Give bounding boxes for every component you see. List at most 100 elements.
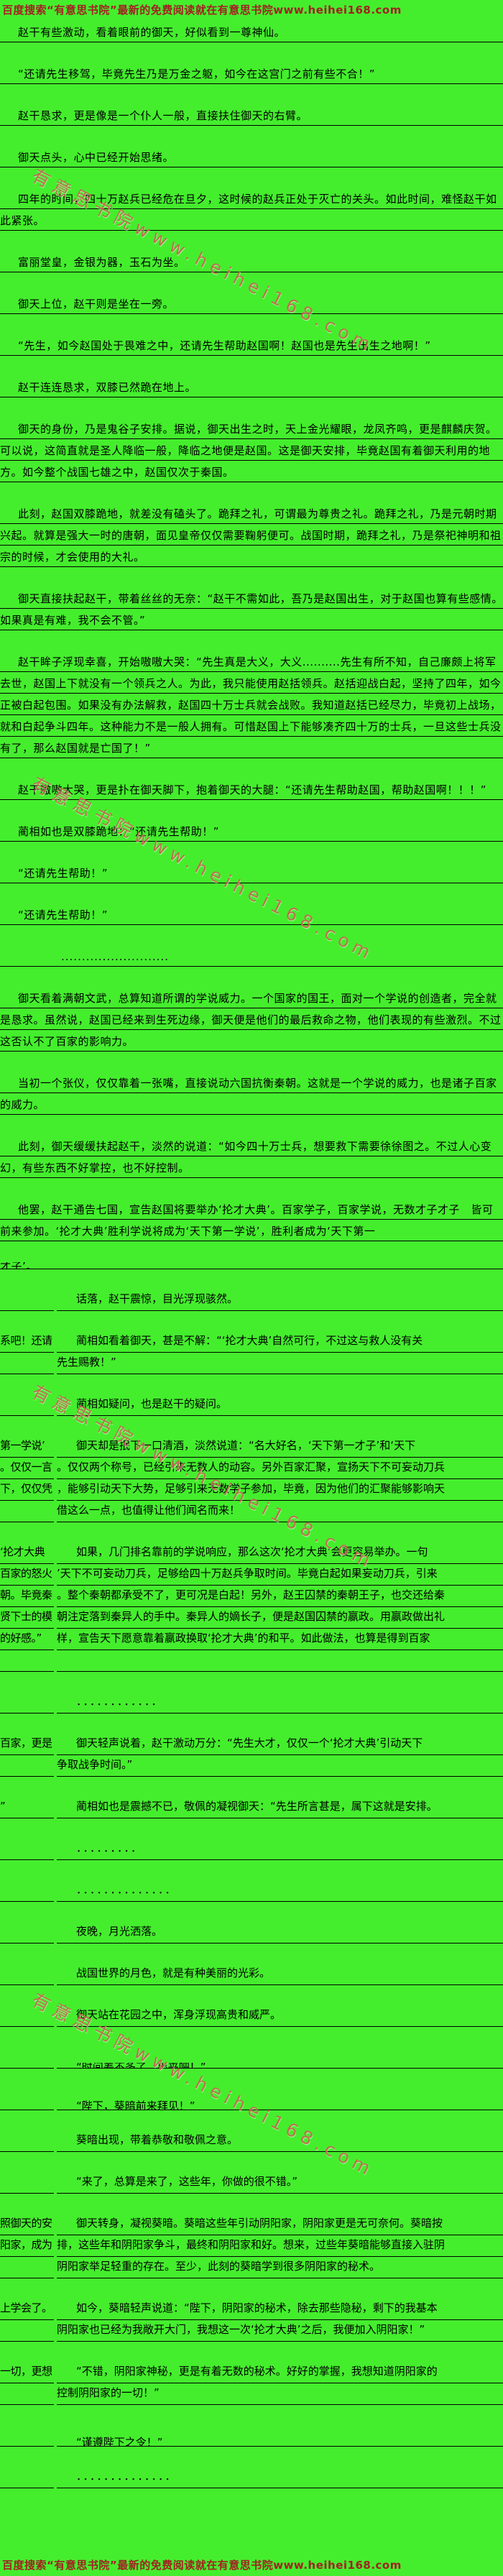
wrap-fragment-cell: 百家的怒火 [0,1563,54,1586]
text-row: 系吧！还请 蔺相如看着御天，甚是不解：“‘抡才大典’自然可行，不过这与救人没有关 [0,1331,503,1353]
main-text-cell: “陛下，葵暗前来拜见！” [57,2100,503,2110]
novel-paragraph: 御天点头，心中已经开始思绪。 [0,147,503,168]
main-text-cell: 样，宣告天下愿意靠着嬴政换取‘抡才大典’的和平。如此做法，也算是得到百家 [57,1628,503,1650]
main-text-cell: ．．．．．．．．．．．． [57,1691,503,1714]
main-text-cell: “不错，阴阳家神秘，更是有着无数的秘术。好好的掌握，我想知道阴阳家的 [57,2361,503,2383]
wrap-fragment-cell: 百家，更是 [0,1733,54,1755]
wrap-fragment-cell [0,1880,54,1902]
wrap-fragment-cell [0,1650,54,1672]
wrap-fragment-cell: 的好感。” [0,1628,54,1650]
wrap-fragment-cell [0,1691,54,1714]
main-text-cell: “时间差不多了，出来吧！” [57,2063,503,2069]
novel-paragraph: 他罢，赵干通告七国，宣告赵国将要举办‘抡才大典’。百家学子，百家学说，无数才子才… [0,1199,503,1242]
main-text-cell: 夜晚，月光洒落。 [57,1921,503,1944]
novel-paragraph: “先生，如今赵国处于畏难之中，还请先生帮助赵国啊！赵国也是先生出生之地啊！” [0,335,503,356]
main-text-cell: 阴阳家也已经为我敞开大门，我想这一次‘抡才大典’之后，我便加入阴阳家！” [57,2319,503,2342]
wrap-fragment-cell: 。仅仅一言 [0,1457,54,1479]
main-text-cell: 阴阳家举足轻重的存在。至少，此刻的葵暗学到很多阴阳家的秘术。 [57,2256,503,2278]
wrap-fragment-cell [0,1500,54,1522]
text-row: 蔺相如疑问，也是赵干的疑问。 [0,1394,503,1416]
wrap-fragment-cell [0,2466,54,2488]
text-row: 下，仅仅凭 ，能够引动天下大势，足够引来无数学子参加，毕竟，因为他们的汇聚能够影… [0,1479,503,1501]
text-row: 借这么一点，也值得让他们闻名而来！ [0,1501,503,1522]
main-text-cell: “来了，总算是来了，这些年，你做的很不错。” [57,2171,503,2194]
text-row: 百家，更是 御天轻声说着，赵干激动万分：“先生大才，仅仅一个‘抡才大典’引动天下 [0,1734,503,1755]
novel-paragraph: 御天上位，赵干则是坐在一旁。 [0,293,503,315]
main-text-cell: 御天轻声说着，赵干激动万分：“先生大才，仅仅一个‘抡才大典’引动天下 [57,1733,503,1755]
wrap-fragment-cell [0,1394,54,1416]
wrap-fragment-cell [0,2100,54,2110]
novel-paragraph: “还请先生帮助！” [0,904,503,926]
text-row: 葵暗出现，带着恭敬和敬佩之意。 [0,2130,503,2152]
novel-paragraph: 御天的身份，乃是鬼谷子安排。据说，御天出生之时，天上金光耀眼，龙凤齐鸣，更是麒麟… [0,418,503,483]
novel-paragraph: 四年的时间，四十万赵兵已经危在旦夕，这时候的赵兵正处于灭亡的关头。如此时间，难怪… [0,188,503,231]
main-text-cell: 争取战争时间。” [57,1754,503,1777]
split-column-section: 话落，赵干震惊，目光浮现骇然。 系吧！还请 蔺相如看着御天，甚是不解：“‘抡才大… [0,1289,503,2488]
main-text-cell: ．．．．．．．．．．．．．． [57,1880,503,1902]
main-text-cell: 蔺相如也是震撼不已，敬佩的凝视御天：“先生所言甚是，属下这就是安排。 [57,1796,503,1818]
wrap-fragment-cell [0,1838,54,1860]
text-row: 阴阳家也已经为我敞开大门，我想这一次‘抡才大典’之后，我便加入阴阳家！” [0,2320,503,2342]
wrap-fragment-cell: 照御天的安 [0,2213,54,2235]
novel-paragraph: 此刻，御天缓缓扶起赵干，淡然的说道：“如今四十万士兵，想要救下需要徐徐图之。不过… [0,1136,503,1179]
main-text-cell: 葵暗出现，带着恭敬和敬佩之意。 [57,2130,503,2152]
wrap-fragment-cell [0,2063,54,2069]
text-row: 阴阳家举足轻重的存在。至少，此刻的葵暗学到很多阴阳家的秘术。 [0,2257,503,2278]
footer-promo-text: 百度搜索“有意思书院”最新的免费阅读就在有意思书院www.heihei168.c… [2,2559,402,2572]
wrap-fragment-cell [0,2383,54,2405]
main-text-cell: 战国世界的月色，就是有种美丽的光彩。 [57,1963,503,1985]
novel-paragraph: 御天看着满朝文武，总算知道所谓的学说威力。一个国家的国王，面对一个学说的创造者，… [0,988,503,1052]
novel-paragraph: 赵干有些激动，看着眼前的御天，好似看到一尊神仙。 [0,22,503,43]
wrap-fragment-cell: 朝。毕竟秦 [0,1585,54,1607]
main-text-cell: 借这么一点，也值得让他们闻名而来！ [57,1500,503,1522]
main-text-cell: ，能够引动天下大势，足够引来无数学子参加，毕竟，因为他们的汇聚能够影响天 [57,1478,503,1501]
wrap-fragment-cell [0,2437,54,2447]
wrap-fragment-cell [0,2171,54,2194]
wrap-fragment-cell [0,2256,54,2278]
novel-paragraph: 赵干连连恳求，双膝已然跪在地上。 [0,377,503,398]
text-row: 第一学说’ 御天却是抿下一口清酒，淡然说道：“名大好名，‘天下第一才子’和‘天下 [0,1436,503,1458]
text-row: ．．．．．．．．． [0,1839,503,1860]
header-promo-text: 百度搜索“有意思书院”最新的免费阅读就在有意思书院www.heihei168.c… [2,4,402,17]
main-text-cell: 话落，赵干震惊，目光浮现骇然。 [57,1289,503,1311]
text-row: 先生赐教！” [0,1353,503,1374]
novel-paragraph: “还请先生移驾，毕竟先生乃是万金之躯，如今在这宫门之前有些不合！” [0,63,503,85]
main-text-cell: 排，这些年和阴阳家争斗，最终和阴阳家和好。想来，过些年葵暗能够直接入驻阴 [57,2235,503,2257]
main-text-cell: 控制阴阳家的一切！” [57,2383,503,2405]
main-text-cell: 御天却是抿下一口清酒，淡然说道：“名大好名，‘天下第一才子’和‘天下 [57,1435,503,1458]
text-row: 百家的怒火 ’天下不可妄动刀兵，足够给四十万赵兵争取时间。毕竟白起如果妄动刀兵，… [0,1564,503,1586]
wrap-fragment-cell: 上学会了。 [0,2298,54,2320]
text-row: “来了，总算是来了，这些年，你做的很不错。” [0,2172,503,2194]
main-text-cell: 如今，葵暗轻声说道：“陛下，阴阳家的秘术，除去那些隐秘，剩下的我基本 [57,2298,503,2320]
text-row: 照御天的安 御天转身，凝视葵暗。葵暗这些年引动阴阳家，阴阳家更是无可奈何。葵暗按 [0,2214,503,2235]
main-text-cell: ’天下不可妄动刀兵，足够给四十万赵兵争取时间。毕竟白起如果妄动刀兵，引来 [57,1563,503,1586]
main-text-cell: 。整个秦朝都承受不了，更可况是白起！另外，赵王囚禁的秦朝王子，也交还给秦 [57,1585,503,1607]
wrap-fragment-cell [0,1289,54,1311]
main-text-cell: 如果，几门排名靠前的学说响应，那么这次‘抡才大典’会更容易举办。一句 [57,1542,503,1564]
text-row: ．．．．．．．．．．．．．． [0,2467,503,2488]
text-row: 一切，更想 “不错，阴阳家神秘，更是有着无数的秘术。好好的掌握，我想知道阴阳家的 [0,2362,503,2383]
text-row: 争取战争时间。” [0,1755,503,1777]
text-row: 夜晚，月光洒落。 [0,1922,503,1944]
wrap-fragment-cell [0,2005,54,2027]
wrap-fragment-cell [0,1754,54,1777]
chapter-text-content: 赵干有些激动，看着眼前的御天，好似看到一尊神仙。 “还请先生移驾，毕竟先生乃是万金… [0,17,503,2488]
novel-paragraph: 赵干恳求，更是像是一个仆人一般，直接扶住御天的右臂。 [0,105,503,126]
text-row: ．．．．．．．．．．．．．． [0,1880,503,1902]
novel-paragraph: 此刻，赵国双膝跪地，就差没有磕头了。跪拜之礼，可谓最为尊贵之礼。跪拜之礼，乃是元… [0,503,503,568]
text-row: 贤下士的模 朝注定落到秦异人的手中。秦异人的嫡长子，便是赵国囚禁的嬴政。用嬴政做… [0,1607,503,1629]
novel-paragraph: 才子’。 [0,1262,503,1269]
text-row: 上学会了。 如今，葵暗轻声说道：“陛下，阴阳家的秘术，除去那些隐秘，剩下的我基本 [0,2299,503,2320]
wrap-fragment-cell [0,1352,54,1374]
text-row: 的好感。” 样，宣告天下愿意靠着嬴政换取‘抡才大典’的和平。如此做法，也算是得到… [0,1629,503,1650]
wrap-fragment-cell: 一切，更想 [0,2361,54,2383]
main-text-cell [57,1650,503,1672]
wrap-fragment-cell: 下，仅仅凭 [0,1478,54,1501]
main-text-cell: “谨遵陛下之令！” [57,2437,503,2447]
wrap-fragment-cell: ” [0,1796,54,1818]
wrap-fragment-cell [0,2130,54,2152]
wrap-fragment-cell: ‘抡才大典 [0,1542,54,1564]
main-text-cell: 蔺相如疑问，也是赵干的疑问。 [57,1394,503,1416]
novel-paragraph: 当初一个张仪，仅仅靠着一张嘴，直接说动六国抗衡秦朝。这就是一个学说的威力，也是诸… [0,1072,503,1116]
main-text-cell: 御天站在花园之中，浑身浮现高贵和威严。 [57,2005,503,2027]
